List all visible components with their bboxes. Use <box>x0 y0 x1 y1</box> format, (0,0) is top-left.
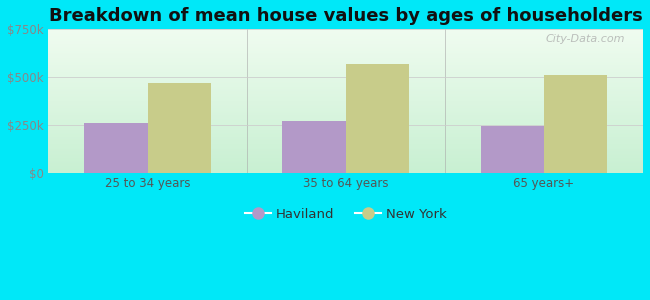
Bar <box>544 75 607 172</box>
Bar <box>480 126 544 172</box>
Bar <box>282 122 346 172</box>
Bar <box>84 123 148 172</box>
Legend: Haviland, New York: Haviland, New York <box>239 203 452 226</box>
Bar <box>346 64 409 172</box>
Text: City-Data.com: City-Data.com <box>546 34 625 44</box>
Title: Breakdown of mean house values by ages of householders: Breakdown of mean house values by ages o… <box>49 7 643 25</box>
Bar <box>148 83 211 172</box>
